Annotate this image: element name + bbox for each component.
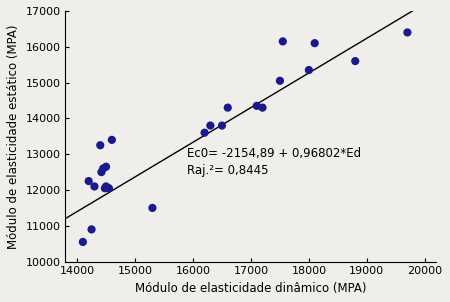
Text: Raj.²= 0,8445: Raj.²= 0,8445: [187, 165, 269, 178]
Point: [98, 170, 105, 175]
Point: [105, 186, 112, 191]
Point: [99, 166, 107, 171]
Point: [259, 105, 266, 110]
Point: [276, 78, 284, 83]
Point: [97, 143, 104, 148]
Point: [207, 123, 214, 128]
Point: [279, 39, 286, 44]
Point: [85, 179, 92, 184]
Point: [351, 59, 359, 63]
Point: [108, 137, 116, 142]
Point: [224, 105, 231, 110]
Point: [311, 41, 318, 46]
Point: [218, 123, 225, 128]
Y-axis label: Módulo de elasticidade estático (MPA): Módulo de elasticidade estático (MPA): [7, 24, 20, 249]
Point: [103, 164, 110, 169]
Point: [91, 184, 98, 189]
Point: [103, 184, 110, 189]
Point: [88, 227, 95, 232]
X-axis label: Módulo de elasticidade dinâmico (MPA): Módulo de elasticidade dinâmico (MPA): [135, 282, 367, 295]
Point: [201, 130, 208, 135]
Text: Ec0= -2154,89 + 0,96802*Ed: Ec0= -2154,89 + 0,96802*Ed: [187, 146, 361, 159]
Point: [149, 205, 156, 210]
Point: [253, 103, 261, 108]
Point: [79, 239, 86, 244]
Point: [305, 68, 312, 72]
Point: [101, 186, 108, 191]
Point: [404, 30, 411, 35]
